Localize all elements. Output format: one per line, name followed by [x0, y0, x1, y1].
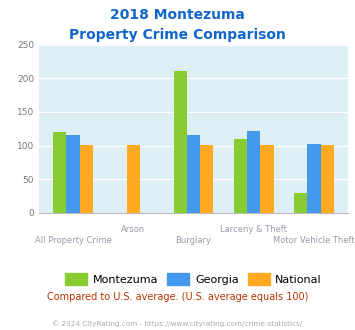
Bar — [234, 139, 247, 213]
Bar — [187, 135, 200, 213]
Bar — [53, 132, 66, 213]
Bar — [174, 71, 187, 213]
Bar — [127, 145, 140, 213]
Text: Compared to U.S. average. (U.S. average equals 100): Compared to U.S. average. (U.S. average … — [47, 292, 308, 302]
Text: All Property Crime: All Property Crime — [34, 236, 111, 246]
Bar — [66, 135, 80, 213]
Text: Burglary: Burglary — [175, 236, 212, 246]
Bar — [247, 131, 260, 213]
Bar — [294, 193, 307, 213]
Bar — [200, 145, 213, 213]
Text: Property Crime Comparison: Property Crime Comparison — [69, 28, 286, 42]
Text: 2018 Montezuma: 2018 Montezuma — [110, 8, 245, 22]
Legend: Montezuma, Georgia, National: Montezuma, Georgia, National — [61, 269, 326, 290]
Bar — [260, 145, 274, 213]
Bar — [307, 144, 321, 213]
Text: Arson: Arson — [121, 225, 145, 234]
Text: Larceny & Theft: Larceny & Theft — [220, 225, 287, 234]
Text: Motor Vehicle Theft: Motor Vehicle Theft — [273, 236, 355, 246]
Bar — [80, 145, 93, 213]
Bar — [321, 145, 334, 213]
Text: © 2024 CityRating.com - https://www.cityrating.com/crime-statistics/: © 2024 CityRating.com - https://www.city… — [53, 320, 302, 327]
